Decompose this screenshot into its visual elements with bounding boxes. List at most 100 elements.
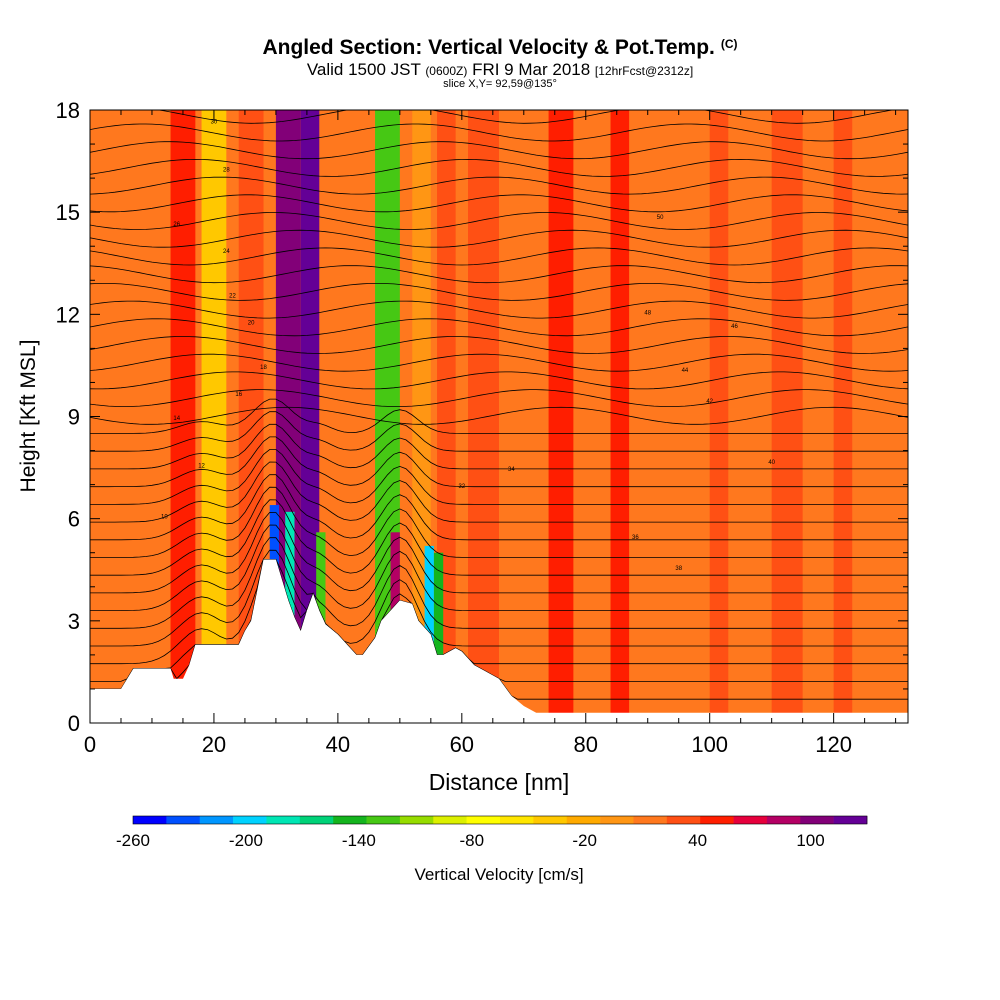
y-tick-label: 3 (68, 609, 80, 634)
theta-contour (90, 537, 908, 629)
theta-label: 44 (682, 368, 689, 374)
theta-contour (90, 511, 908, 594)
colorbar-tick-label: 40 (688, 831, 707, 850)
theta-contour (90, 229, 908, 248)
theta-contour (90, 300, 908, 319)
theta-label: 12 (198, 464, 205, 470)
x-tick-label: 60 (450, 732, 474, 757)
colorbar-frame (132, 815, 868, 825)
theta-contour (90, 461, 908, 523)
theta-label: 46 (731, 324, 738, 330)
theta-contour (90, 411, 908, 452)
colorbar-swatch (166, 816, 201, 824)
velocity-band (833, 110, 853, 723)
colorbar-swatch (800, 816, 834, 824)
theta-label: 24 (223, 249, 230, 255)
theta-contour (90, 141, 908, 160)
theta-label: 10 (161, 515, 168, 521)
draft-cell (285, 511, 295, 621)
theta-label: 42 (706, 399, 713, 405)
colorbar: -260 -200 -140 -80 -20 40 100 (116, 815, 868, 850)
colorbar-tick-label: -80 (459, 831, 484, 850)
draft-cell (390, 532, 400, 642)
theta-contour (90, 194, 908, 213)
velocity-field (90, 110, 908, 723)
theta-label: 32 (458, 484, 465, 490)
theta-label: 38 (675, 566, 682, 572)
draft-cell (433, 552, 444, 662)
y-axis-label: Height [Kft MSL] (17, 340, 40, 493)
forecast-info: [12hrFcst@2312z] (594, 64, 694, 78)
colorbar-swatch (266, 816, 301, 824)
chart-title-text: Angled Section: Vertical Velocity & Pot.… (262, 36, 715, 59)
colorbar-tick-label: -140 (342, 831, 376, 850)
colorbar-tick-label: 100 (796, 831, 824, 850)
colorbar-swatch (833, 816, 868, 824)
colorbar-swatch (666, 816, 701, 824)
theta-label: 20 (248, 321, 255, 327)
velocity-band (170, 110, 196, 723)
colorbar-swatch (766, 816, 801, 824)
colorbar-swatch (299, 816, 334, 824)
chart-title: Angled Section: Vertical Velocity & Pot.… (0, 36, 1000, 60)
velocity-band (771, 110, 803, 723)
theta-label: 30 (211, 120, 218, 126)
theta-contour (90, 265, 908, 284)
theta-contour (90, 486, 908, 558)
colorbar-swatch (733, 816, 768, 824)
theta-contour (90, 158, 908, 177)
theta-contour (90, 371, 908, 390)
x-tick-label: 20 (202, 732, 226, 757)
theta-contour (90, 474, 908, 541)
slice-info: slice X,Y= 92,59@135° (443, 78, 557, 90)
theta-label: 16 (235, 392, 242, 398)
colorbar-swatch (566, 816, 601, 824)
theta-contour (90, 406, 908, 425)
chart-subtitle: Valid 1500 JST (0600Z) FRI 9 Mar 2018 [1… (0, 60, 1000, 80)
colorbar-swatch (533, 816, 568, 824)
draft-cell (424, 545, 434, 655)
theta-label: 36 (632, 535, 639, 541)
theta-label: 14 (173, 416, 180, 422)
colorbar-swatch (133, 816, 167, 824)
theta-contour (90, 398, 908, 434)
velocity-band (300, 110, 320, 723)
colorbar-swatch (199, 816, 234, 824)
colorbar-swatch (600, 816, 634, 824)
y-tick-label: 12 (56, 302, 80, 327)
valid-time: Valid 1500 JST (306, 60, 421, 79)
velocity-band (468, 110, 499, 723)
theta-contour (90, 318, 908, 337)
theta-contour (156, 110, 896, 124)
colorbar-tick-label: -20 (572, 831, 597, 850)
x-tick-label: 80 (574, 732, 598, 757)
theta-contour (90, 212, 908, 230)
theta-contour (90, 524, 908, 611)
y-tick-label: 6 (68, 507, 80, 532)
colorbar-swatch (500, 816, 534, 824)
colorbar-swatch (633, 816, 668, 824)
colorbar-swatch (433, 816, 467, 824)
colorbar-swatch (466, 816, 501, 824)
valid-utc: (0600Z) (425, 64, 468, 78)
theta-label: 34 (508, 467, 515, 473)
theta-contour (90, 559, 908, 665)
theta-contour (90, 499, 908, 576)
theta-label: 50 (657, 215, 664, 221)
y-tick-label: 18 (56, 98, 80, 123)
theta-contour (90, 247, 908, 266)
x-tick-label: 100 (691, 732, 728, 757)
theta-contour (90, 123, 908, 142)
colorbar-swatch (233, 816, 267, 824)
theta-contour (90, 336, 908, 354)
theta-label: 40 (768, 460, 775, 466)
x-axis: 0 20 40 60 80 100 120 (84, 110, 897, 757)
theta-contour (90, 176, 908, 195)
colorbar-label: Vertical Velocity [cm/s] (414, 865, 583, 884)
x-tick-label: 0 (84, 732, 96, 757)
y-tick-label: 9 (68, 405, 80, 430)
x-axis-label: Distance [nm] (429, 769, 570, 795)
terrain-mask (90, 559, 908, 723)
theta-label: 28 (223, 167, 230, 173)
